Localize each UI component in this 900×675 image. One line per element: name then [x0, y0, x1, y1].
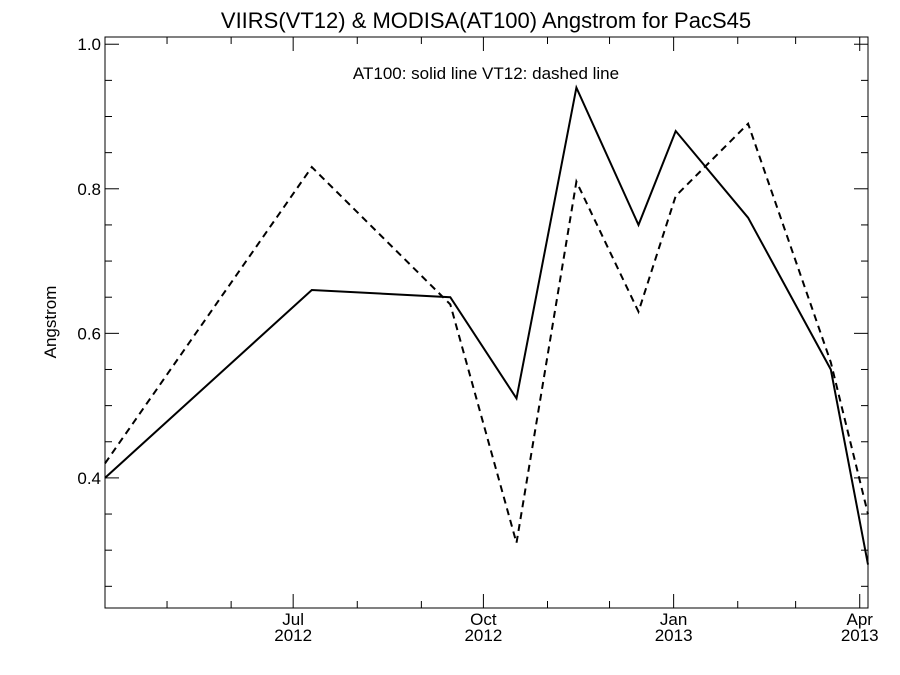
y-tick-label: 0.8 [77, 180, 101, 199]
x-tick-month-label: Jan [660, 610, 687, 629]
plot-frame [104, 36, 869, 609]
y-tick-label: 1.0 [77, 35, 101, 54]
chart-title: VIIRS(VT12) & MODISA(AT100) Angstrom for… [221, 8, 751, 33]
y-tick-label: 0.6 [77, 324, 101, 343]
series-line-vt12 [104, 121, 869, 544]
series-layer [104, 84, 869, 565]
x-tick-month-label: Apr [846, 610, 873, 629]
series-line-at100 [104, 84, 869, 565]
x-tick-year-label: 2012 [464, 626, 502, 645]
y-axis-label: Angstrom [41, 286, 60, 359]
series-annotation: AT100: solid line VT12: dashed line [353, 64, 619, 83]
x-tick-month-label: Oct [470, 610, 497, 629]
x-tick-year-label: 2013 [655, 626, 693, 645]
y-tick-label: 0.4 [77, 469, 101, 488]
x-tick-year-label: 2012 [274, 626, 312, 645]
x-tick-month-label: Jul [282, 610, 304, 629]
x-tick-year-label: 2013 [841, 626, 879, 645]
